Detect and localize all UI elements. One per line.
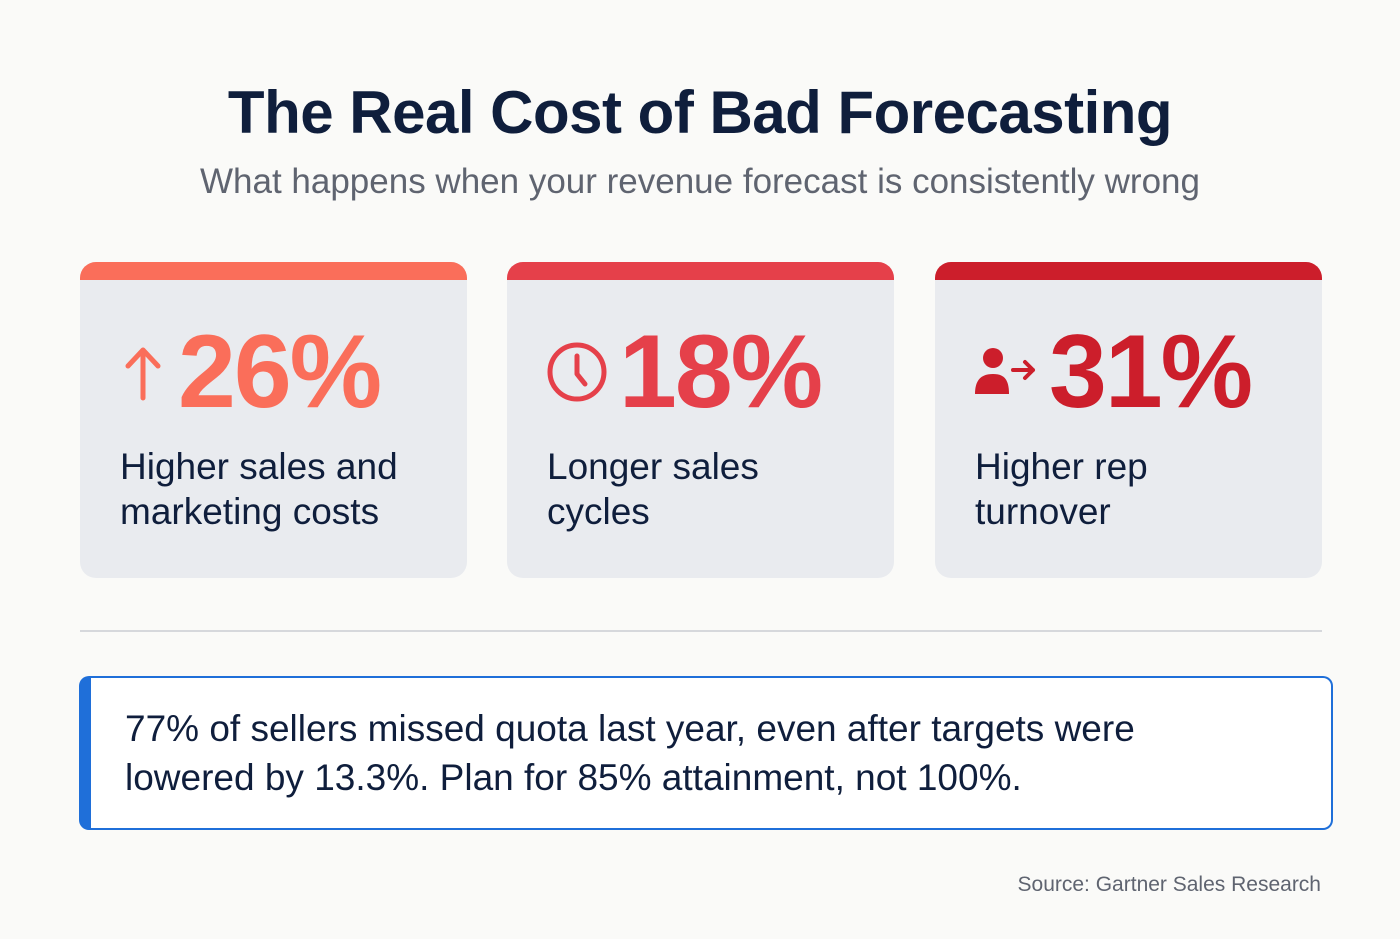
stat-label: Higher sales and marketing costs xyxy=(120,446,398,532)
stat-card-turnover: 31% Higher rep turnover xyxy=(935,262,1322,578)
stat-label: Higher rep turnover xyxy=(975,446,1148,532)
page-subtitle: What happens when your revenue forecast … xyxy=(200,162,1200,201)
section-divider xyxy=(80,630,1322,632)
stat-value: 26% xyxy=(178,314,382,430)
card-accent-bar xyxy=(935,262,1322,280)
page-title: The Real Cost of Bad Forecasting xyxy=(227,79,1173,146)
stat-value: 18% xyxy=(619,314,823,430)
callout-box: 77% of sellers missed quota last year, e… xyxy=(79,676,1333,830)
clock-icon xyxy=(547,342,607,402)
stat-label: Longer sales cycles xyxy=(547,446,759,532)
stat-value: 31% xyxy=(1049,314,1253,430)
arrow-up-icon xyxy=(125,347,161,401)
source-note: Source: Gartner Sales Research xyxy=(1017,873,1321,896)
user-leaving-icon xyxy=(975,348,1035,394)
stat-card-cycles: 18% Longer sales cycles xyxy=(507,262,894,578)
callout-text: 77% of sellers missed quota last year, e… xyxy=(125,708,1135,798)
stat-card-costs: 26% Higher sales and marketing costs xyxy=(80,262,467,578)
card-accent-bar xyxy=(507,262,894,280)
card-accent-bar xyxy=(80,262,467,280)
